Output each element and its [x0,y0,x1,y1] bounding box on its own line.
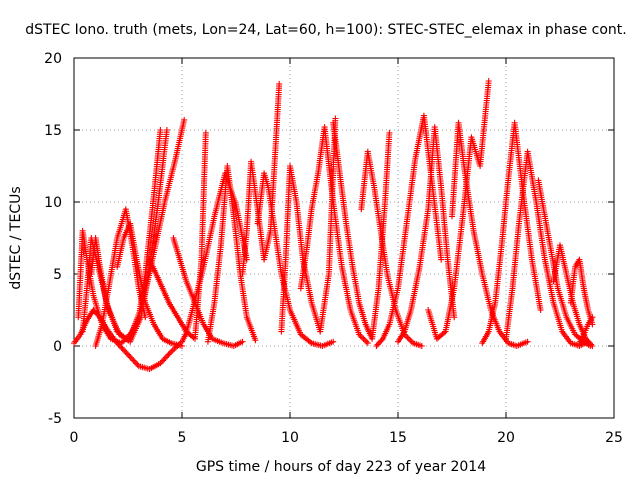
x-tick-label: 10 [281,430,299,446]
y-axis-label: dSTEC / TECUs [8,186,24,289]
series-25-points [576,314,596,347]
x-tick-label: 0 [70,430,79,446]
series-6 [114,220,185,349]
gridlines [74,58,614,418]
series-12-points [278,115,339,335]
series-14-points [330,119,393,342]
y-tick-label: 15 [44,123,62,139]
chart-title: dSTEC Iono. truth (mets, Lon=24, Lat=60,… [25,22,626,38]
x-tick-label: 20 [497,430,515,446]
series-17-points [395,124,458,345]
series-6-points [114,220,185,349]
y-tick-label: 0 [53,339,62,355]
data-points [71,78,596,372]
y-tick-label: 10 [44,195,62,211]
series-8-points [170,235,246,349]
series-21-points [503,148,592,349]
series-11 [254,170,337,349]
series-14 [330,119,393,342]
y-tick-label: -5 [48,411,62,427]
series-9 [204,163,259,345]
series-17 [395,124,458,345]
series-21 [503,148,592,349]
series-20-points [479,119,544,347]
x-axis-label: GPS time / hours of day 223 of year 2014 [196,459,486,475]
series-8 [170,235,246,349]
series-20 [479,119,544,347]
x-tick-label: 25 [605,430,623,446]
series-24 [567,256,596,328]
series-9-points [204,163,259,345]
y-tick-label: 5 [53,267,62,283]
series-24-points [567,256,596,328]
series-13 [297,124,371,347]
x-tick-label: 5 [178,430,187,446]
series-12 [278,115,339,335]
series-13-points [297,124,371,347]
series-19-points [449,119,531,349]
y-tick-label: 20 [44,51,62,67]
plot-frame [73,57,615,419]
series-22 [535,177,594,349]
series-22-points [535,177,594,349]
tick-labels: 0 5 10 15 20 25 -5 0 5 10 15 20 [44,51,623,446]
series-11-points [254,170,337,349]
series-25 [576,314,596,347]
axis-ticks [73,57,615,419]
series-19 [449,119,531,349]
x-tick-label: 15 [389,430,407,446]
